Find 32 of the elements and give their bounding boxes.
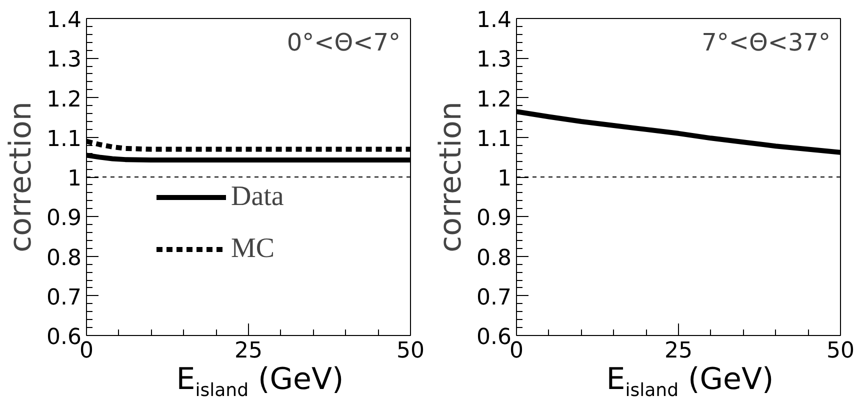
y-tick-label: 0.6 xyxy=(46,325,82,350)
y-tick-label: 1.2 xyxy=(476,87,512,112)
y-tick-label: 0.8 xyxy=(46,246,82,271)
x-tick-label: 0 xyxy=(510,338,524,364)
y-tick-label: 1 xyxy=(498,166,512,192)
y-tick-label: 1.3 xyxy=(476,48,512,73)
x-tick-label: 50 xyxy=(826,338,855,364)
x-tick-label: 25 xyxy=(234,338,263,364)
annotation: 7°<Θ<37° xyxy=(702,28,831,56)
y-tick-label: 0.8 xyxy=(476,246,512,271)
y-axis-title: correction xyxy=(434,102,469,252)
x-axis-title: E$_{island}$ (GeV) xyxy=(176,362,344,401)
y-tick-label: 1.4 xyxy=(476,8,512,33)
y-tick-label: 0.7 xyxy=(476,285,512,310)
y-tick-label: 0.9 xyxy=(476,206,512,232)
y-tick-label: 1.2 xyxy=(46,87,82,112)
y-tick-label: 1.1 xyxy=(476,126,512,152)
y-axis-title: correction xyxy=(4,102,39,252)
x-tick-label: 25 xyxy=(664,338,693,364)
annotation: 0°<Θ<7° xyxy=(286,28,401,56)
y-tick-label: 0.6 xyxy=(476,325,512,350)
x-axis-title: E$_{island}$ (GeV) xyxy=(606,362,774,401)
y-tick-label: 0.7 xyxy=(46,285,82,310)
y-tick-label: 1.3 xyxy=(46,48,82,73)
x-tick-label: 50 xyxy=(396,338,425,364)
y-tick-label: 1.4 xyxy=(46,8,82,33)
y-tick-label: 1 xyxy=(68,166,82,192)
y-tick-label: 1.1 xyxy=(46,126,82,152)
legend-label: Data xyxy=(231,181,284,213)
x-tick-label: 0 xyxy=(80,338,94,364)
y-tick-label: 0.9 xyxy=(46,206,82,232)
legend-label: MC xyxy=(231,233,275,265)
